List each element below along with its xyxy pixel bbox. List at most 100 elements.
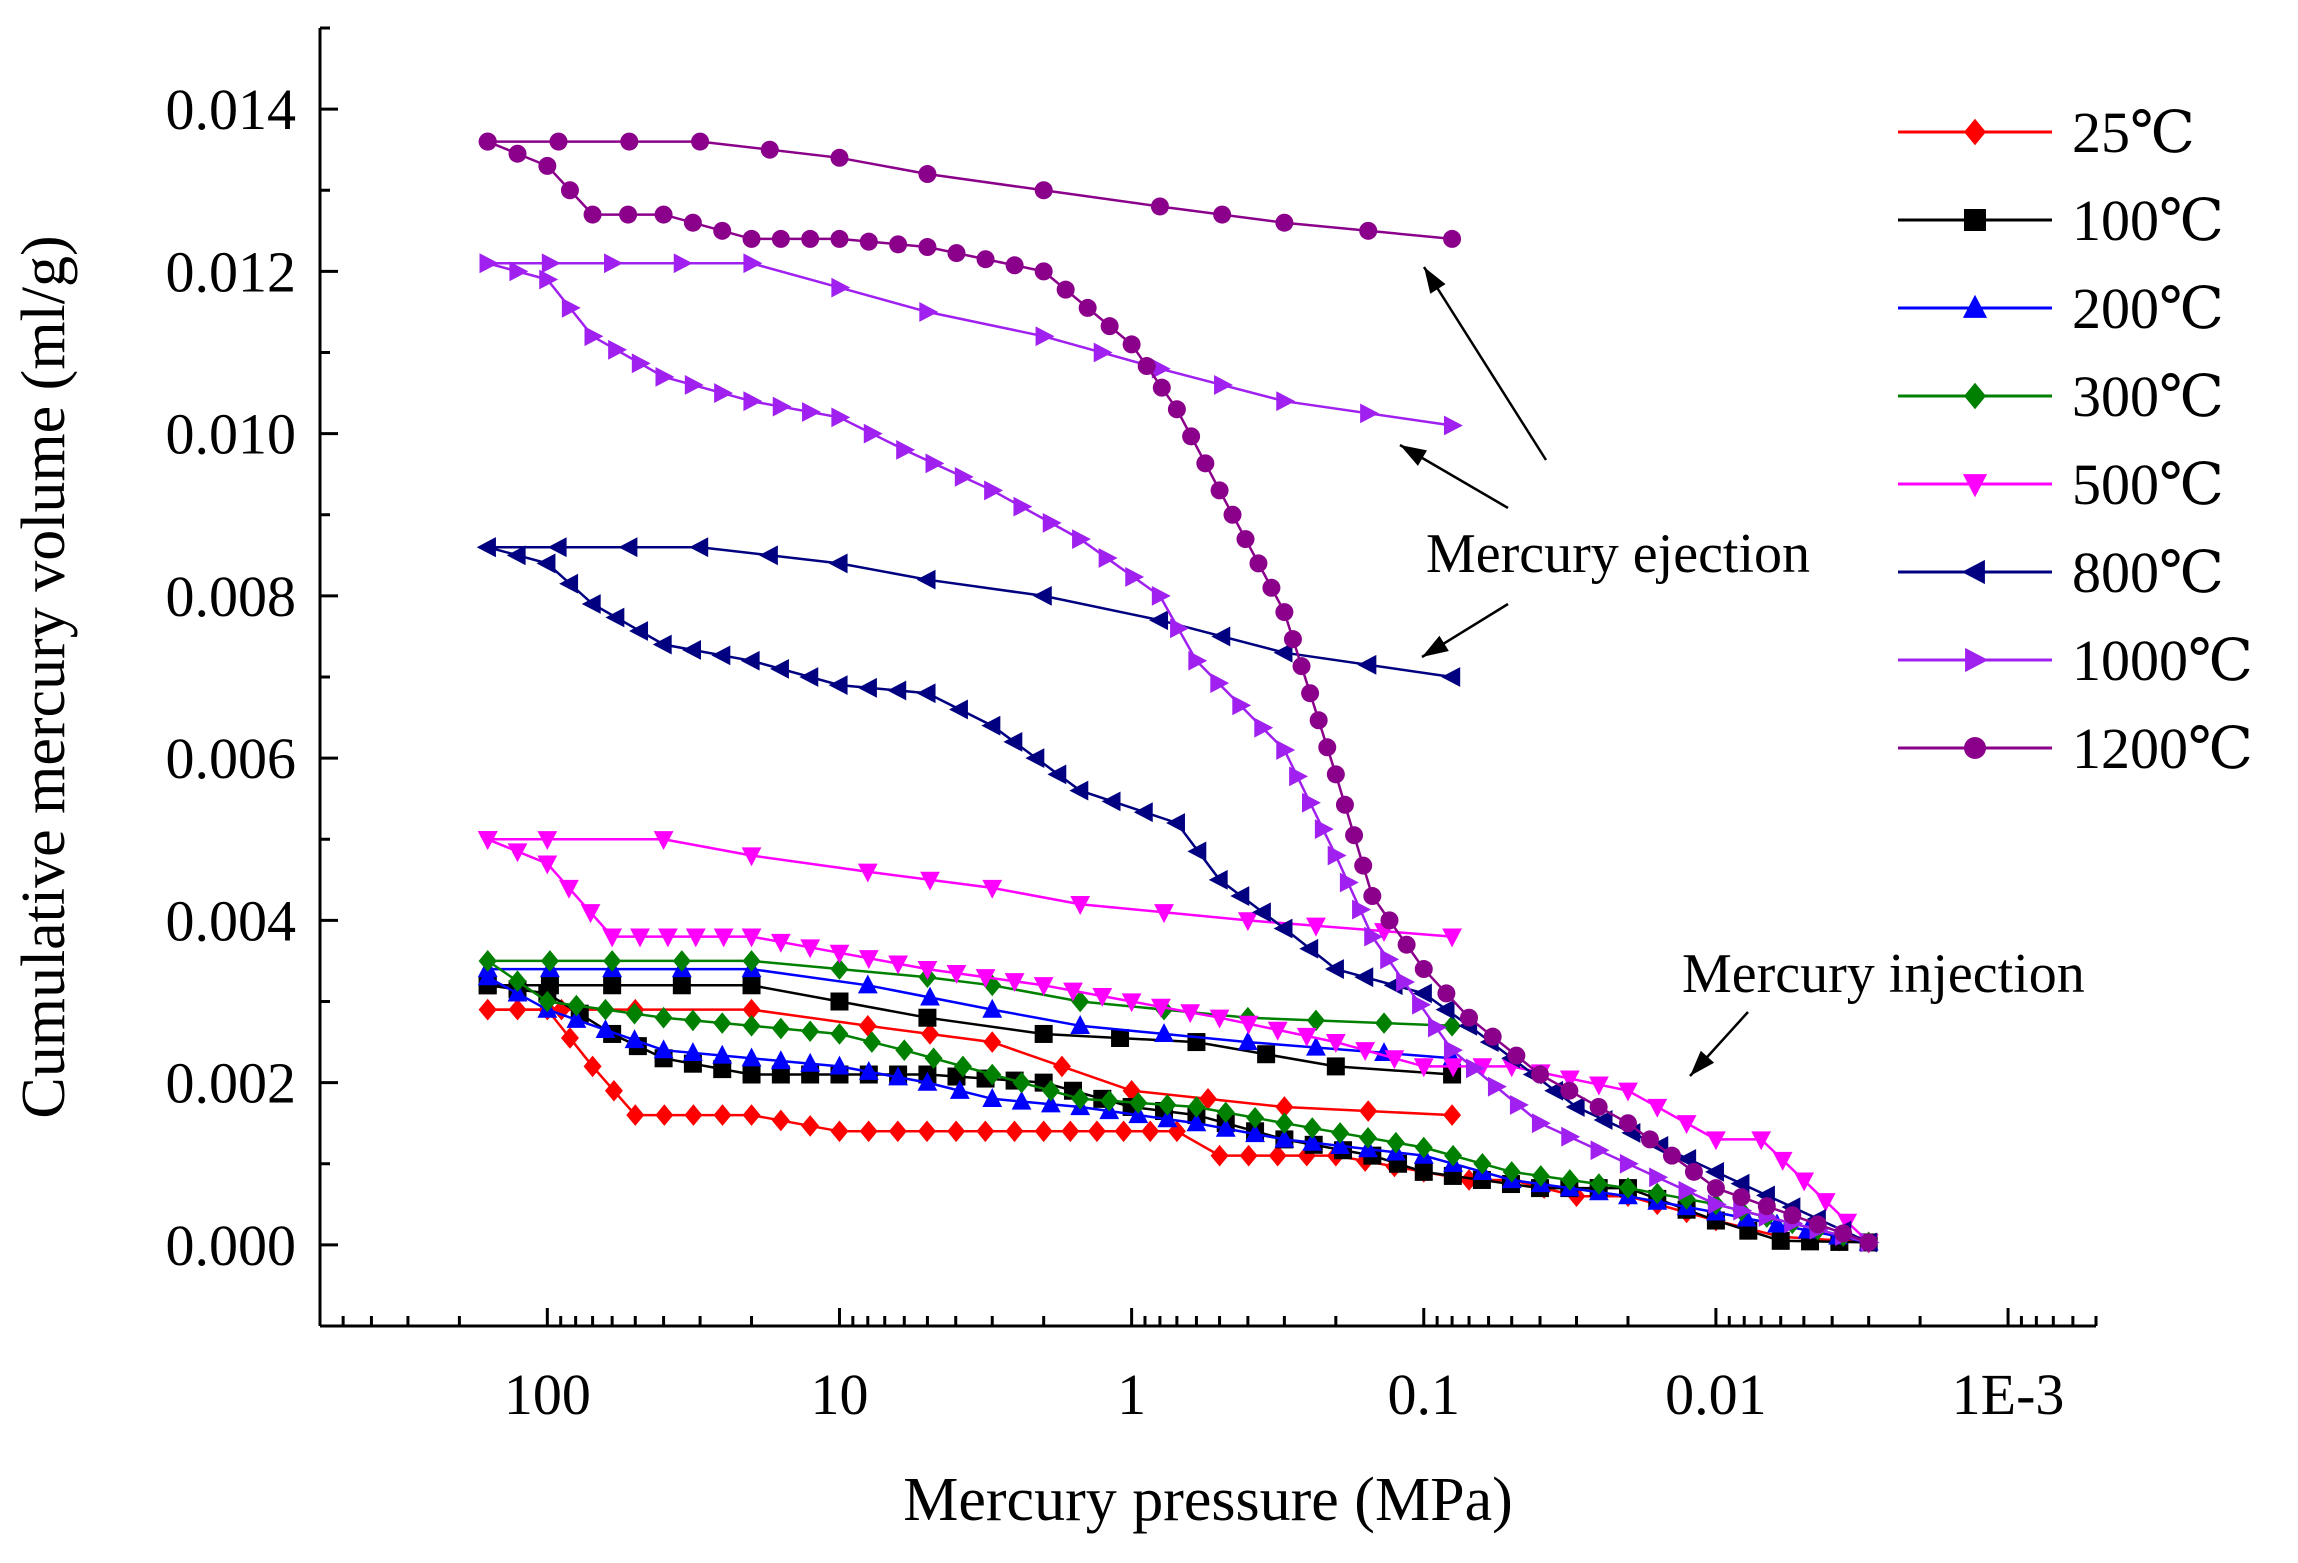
injection-point: [713, 1060, 732, 1079]
injection-point: [1133, 802, 1153, 823]
injection-point: [1210, 673, 1230, 693]
x-tick-label: 0.01: [1665, 1362, 1767, 1427]
injection-point: [682, 640, 702, 660]
injection-point: [772, 396, 792, 417]
injection-point: [1182, 427, 1201, 446]
injection-point: [1309, 711, 1328, 730]
injection-point: [1303, 1117, 1322, 1139]
injection-point: [1443, 1040, 1463, 1061]
ejection-point: [982, 998, 1003, 1018]
injection-point: [859, 1120, 878, 1143]
injection-point: [862, 1031, 881, 1053]
injection-point: [713, 221, 732, 240]
injection-point: [1276, 740, 1296, 760]
injection-point: [1354, 856, 1373, 875]
injection-line: [487, 140, 1870, 1244]
ejection-line: [487, 262, 1453, 427]
injection-point: [1443, 1058, 1463, 1078]
injection-point: [1808, 1215, 1827, 1234]
ejection-point: [1306, 917, 1326, 937]
injection-point: [889, 235, 908, 254]
injection-point: [976, 250, 995, 269]
ejection-point: [1032, 585, 1052, 606]
legend-label: 1000℃: [2072, 628, 2253, 693]
legend-label: 200℃: [2072, 276, 2224, 341]
injection-point: [1128, 1104, 1149, 1124]
injection-point: [595, 1019, 616, 1038]
ejection-point: [540, 976, 559, 995]
injection-point: [1180, 1004, 1201, 1024]
injection-point: [508, 144, 527, 163]
plot-area: [476, 132, 1880, 1254]
injection-point: [538, 156, 557, 175]
ejection-point: [1357, 654, 1377, 675]
injection-point: [1327, 845, 1347, 866]
ejection-point: [1111, 1029, 1130, 1048]
injection-point: [654, 205, 673, 224]
injection-point: [1267, 1021, 1288, 1041]
injection-point: [713, 1012, 732, 1034]
injection-point: [741, 1047, 762, 1067]
ejection-point: [1052, 1055, 1071, 1078]
injection-point: [984, 480, 1004, 501]
annotation-arrowhead: [1422, 635, 1449, 657]
injection-point: [1151, 998, 1171, 1018]
injection-point: [539, 269, 559, 290]
injection-point: [1289, 766, 1309, 787]
annotation-arrowhead: [1690, 1050, 1715, 1076]
ejection-point: [1443, 415, 1463, 436]
injection-point: [888, 1066, 909, 1086]
injection-point: [1004, 973, 1025, 993]
injection-point: [583, 205, 602, 224]
annotation-arrowhead: [1424, 267, 1446, 294]
injection-point: [1509, 1095, 1529, 1115]
injection-point: [584, 326, 604, 347]
injection-point: [1275, 603, 1294, 622]
ejection-point: [920, 871, 940, 891]
injection-point: [1364, 926, 1384, 947]
injection-point: [1034, 1120, 1053, 1143]
series-7: [478, 132, 1878, 1252]
ejection-point: [1150, 197, 1169, 216]
injection-point: [1318, 738, 1337, 757]
injection-point: [559, 573, 579, 594]
injection-point: [830, 1120, 849, 1143]
injection-point: [801, 1115, 820, 1137]
injection-point: [1589, 1097, 1608, 1116]
injection-point: [560, 1027, 579, 1049]
annotations: Mercury ejection Mercury injection: [1399, 266, 2085, 1077]
injection-point: [713, 928, 734, 948]
ejection-point: [1443, 229, 1462, 248]
injection-point: [1003, 732, 1023, 752]
ejection-point: [478, 950, 497, 972]
injection-point: [1325, 1033, 1346, 1053]
ejection-point: [618, 537, 638, 558]
injection-point: [1158, 1094, 1177, 1116]
injection-point: [925, 453, 945, 474]
injection-point: [1330, 1135, 1351, 1155]
ejection-point: [1034, 1024, 1053, 1043]
injection-point: [1561, 1126, 1581, 1147]
legend: 25℃ 100℃ 200℃ 300℃ 500℃ 800℃ 1000℃ 1200℃: [1898, 100, 2253, 781]
injection-point: [802, 402, 821, 422]
injection-point: [626, 1104, 645, 1126]
injection-point: [1413, 1058, 1434, 1078]
injection-point: [596, 998, 615, 1021]
injection-point: [1326, 765, 1345, 784]
injection-point: [1649, 1167, 1669, 1188]
ejection-point: [1359, 1100, 1378, 1122]
injection-point: [619, 205, 638, 224]
ejection-point: [1306, 1036, 1326, 1056]
injection-point: [1296, 1027, 1317, 1047]
injection-point: [608, 339, 628, 360]
ejection-point: [1070, 1015, 1091, 1034]
ejection-point: [1154, 1023, 1174, 1043]
injection-point: [1273, 918, 1293, 939]
injection-point: [1042, 512, 1062, 533]
injection-point: [1274, 1128, 1295, 1148]
ejection-point: [1273, 642, 1293, 663]
injection-point: [1531, 1065, 1550, 1084]
ejection-point: [857, 974, 878, 994]
injection-point: [1355, 1042, 1376, 1061]
